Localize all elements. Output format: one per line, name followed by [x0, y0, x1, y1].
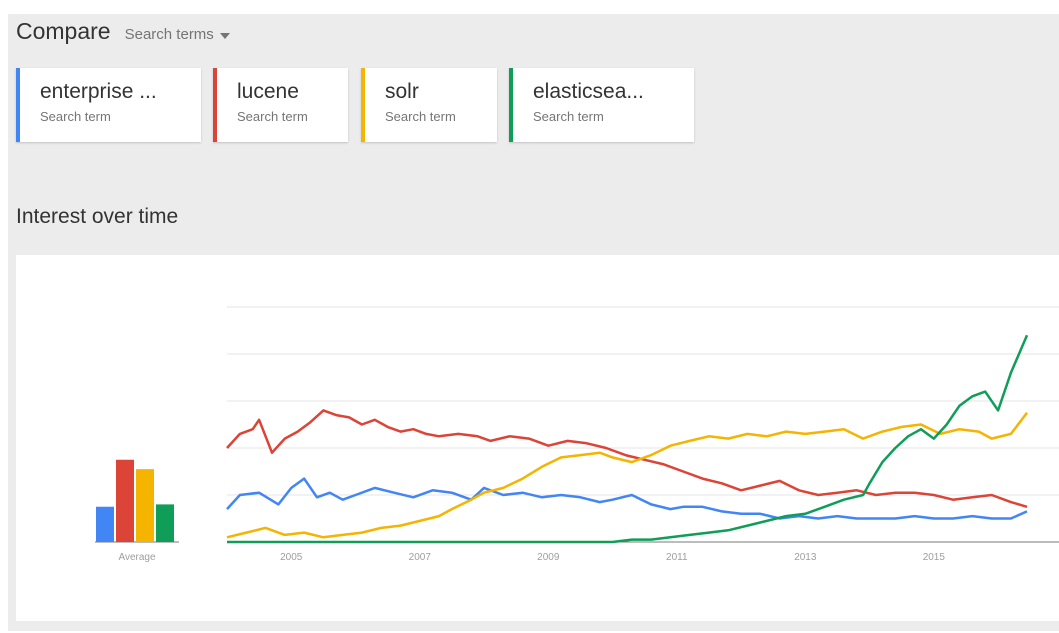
term-color-bar: [213, 68, 217, 142]
compare-header: Compare Search terms: [16, 18, 230, 45]
x-tick-label: 2005: [280, 552, 303, 563]
interest-over-time-chart: Average 2005 2007 2009 2011 2013 2015: [16, 255, 1059, 621]
compare-title: Compare: [16, 18, 111, 44]
average-bar: [136, 469, 154, 542]
average-bar: [96, 506, 114, 542]
term-card-enterprise[interactable]: enterprise ... Search term: [16, 68, 201, 142]
series-line: [227, 334, 1029, 544]
term-color-bar: [16, 68, 20, 142]
caret-down-icon: [219, 33, 230, 39]
term-subtitle: Search term: [385, 109, 456, 124]
chart-svg: Average 2005 2007 2009 2011 2013 2015: [95, 306, 1059, 563]
term-name: elasticsea...: [533, 80, 644, 103]
average-bar: [116, 459, 134, 542]
x-tick-label: 2009: [537, 552, 560, 563]
term-name: enterprise ...: [40, 80, 157, 103]
series-line: [226, 412, 1028, 539]
term-card-elasticsearch[interactable]: elasticsea... Search term: [509, 68, 694, 142]
average-label: Average: [118, 552, 156, 563]
term-card-lucene[interactable]: lucene Search term: [213, 68, 348, 142]
series-line: [226, 409, 1028, 508]
term-subtitle: Search term: [237, 109, 308, 124]
average-bar: [156, 504, 174, 542]
x-tick-label: 2013: [794, 552, 817, 563]
search-terms-label: Search terms: [124, 26, 214, 43]
term-color-bar: [361, 68, 365, 142]
series-line: [226, 477, 1028, 520]
x-tick-label: 2007: [409, 552, 432, 563]
term-name: lucene: [237, 80, 299, 103]
x-tick-label: 2011: [666, 552, 688, 563]
x-tick-label: 2015: [923, 552, 946, 563]
section-title: Interest over time: [16, 205, 179, 228]
term-color-bar: [509, 68, 513, 142]
search-terms-dropdown[interactable]: Search terms: [125, 26, 230, 43]
term-subtitle: Search term: [40, 109, 111, 124]
term-name: solr: [385, 80, 419, 103]
term-subtitle: Search term: [533, 109, 604, 124]
term-card-solr[interactable]: solr Search term: [361, 68, 497, 142]
